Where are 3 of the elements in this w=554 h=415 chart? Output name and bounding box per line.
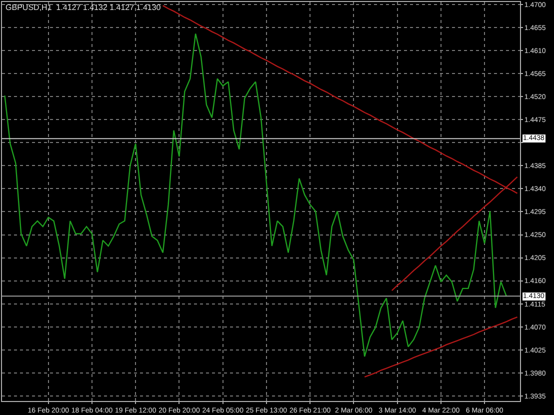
chart-title: GBPUSD,H1 1.4127 1.4132 1.4127 1.4130: [6, 2, 162, 12]
line-series: [364, 316, 518, 378]
line-series: [4, 33, 507, 358]
